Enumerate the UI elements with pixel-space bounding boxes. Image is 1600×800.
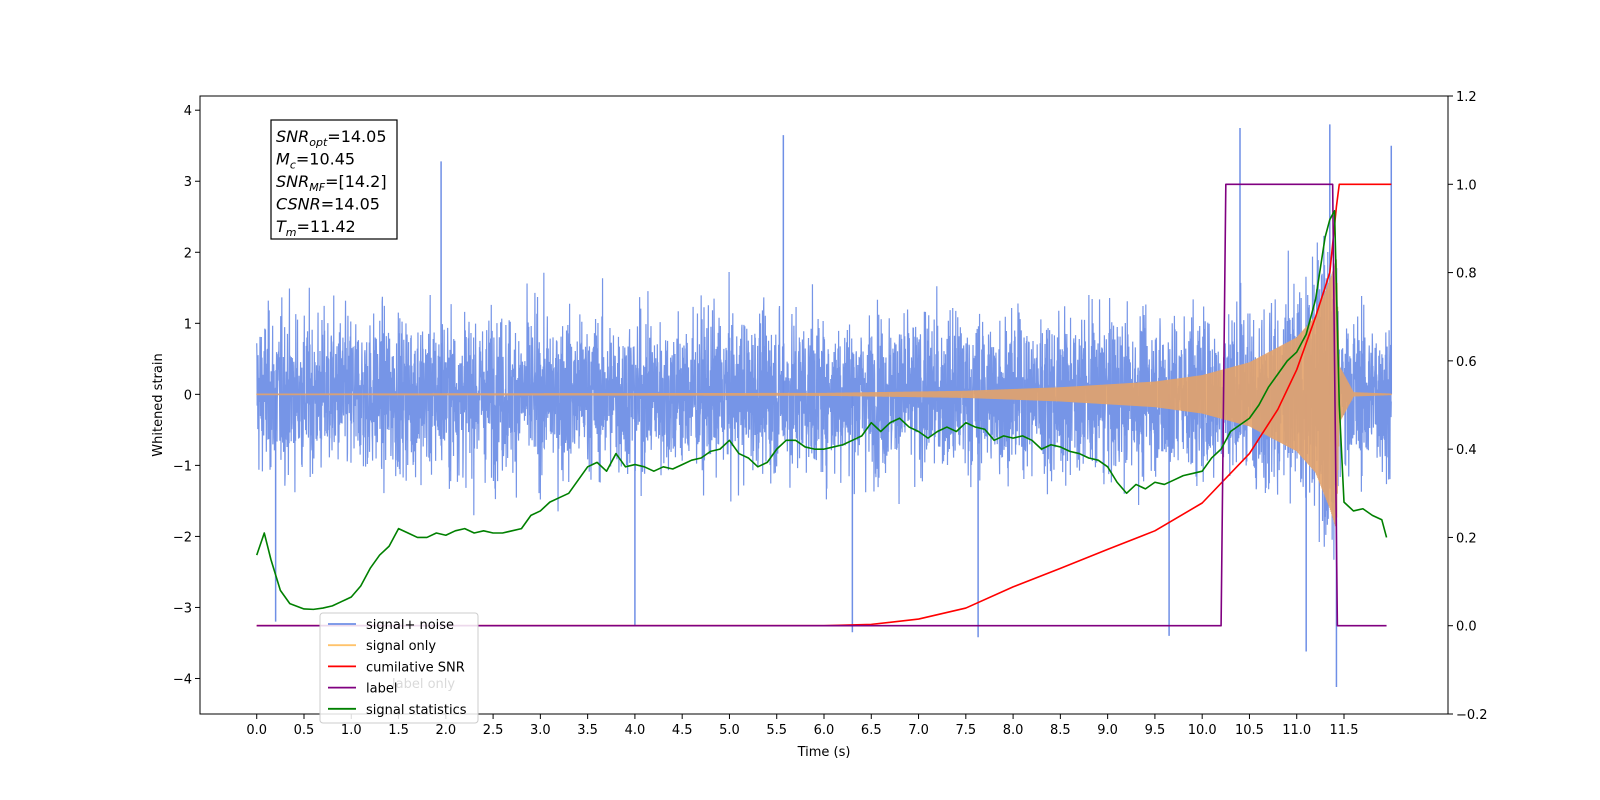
x-tick-label: 8.5 xyxy=(1050,723,1071,738)
x-tick-label: 5.0 xyxy=(719,723,740,738)
x-tick-label: 8.0 xyxy=(1003,723,1024,738)
info-box-line: CSNR=14.05 xyxy=(276,195,380,214)
legend-label: cumilative SNR xyxy=(366,660,465,675)
y2-tick-label: 0.8 xyxy=(1456,267,1477,282)
x-tick-label: 5.5 xyxy=(766,723,787,738)
y-tick-label: −1 xyxy=(173,459,192,474)
info-box-line: Mc=10.45 xyxy=(276,150,355,172)
x-tick-label: 3.0 xyxy=(530,723,551,738)
x-tick-label: 7.0 xyxy=(908,723,929,738)
x-tick-label: 0.0 xyxy=(246,723,267,738)
x-tick-label: 2.0 xyxy=(435,723,456,738)
x-tick-label: 10.0 xyxy=(1188,723,1217,738)
y-tick-label: 3 xyxy=(184,175,192,190)
y2-tick-label: 0.0 xyxy=(1456,620,1477,635)
x-tick-label: 1.5 xyxy=(388,723,409,738)
y2-tick-label: 1.2 xyxy=(1456,90,1477,105)
x-tick-label: 2.5 xyxy=(483,723,504,738)
legend-ghost-text: label only xyxy=(392,677,455,692)
y2-tick-label: 0.2 xyxy=(1456,531,1477,546)
series-layer xyxy=(255,124,1393,688)
y-axis-label: Whitened strain xyxy=(151,353,166,456)
y-tick-label: −2 xyxy=(173,530,192,545)
y-tick-label: 4 xyxy=(184,104,192,119)
info-box: SNRopt=14.05Mc=10.45SNRMF=[14.2]CSNR=14.… xyxy=(270,119,398,240)
legend-frame xyxy=(319,612,479,724)
x-tick-label: 4.0 xyxy=(625,723,646,738)
series-label-line xyxy=(256,183,1387,627)
x-tick-label: 11.0 xyxy=(1282,723,1311,738)
x-tick-label: 6.5 xyxy=(861,723,882,738)
y2-axis: −0.2 0.0 0.2 0.4 0.6 0.8 1.0 1.2 xyxy=(1448,90,1488,723)
x-axis: 0.0 0.5 1.0 1.5 2.0 2.5 3.0 3.5 4.0 4.5 5.0 5.5 6.0 6… xyxy=(246,714,1358,738)
y2-tick-label: 0.6 xyxy=(1456,355,1477,370)
series-cumulative-snr-line xyxy=(256,183,1392,627)
x-tick-label: 6.0 xyxy=(814,723,835,738)
y-tick-label: 1 xyxy=(184,317,192,332)
legend-label: signal only xyxy=(366,639,436,654)
y2-tick-label: 0.4 xyxy=(1456,443,1477,458)
y2-tick-label: −0.2 xyxy=(1456,708,1488,723)
legend-label: signal statistics xyxy=(366,703,467,718)
x-tick-label: 4.5 xyxy=(672,723,693,738)
x-tick-label: 0.5 xyxy=(294,723,315,738)
legend-label: label xyxy=(366,682,397,697)
x-tick-label: 1.0 xyxy=(341,723,362,738)
info-box-line: SNRMF=[14.2] xyxy=(276,172,387,194)
x-tick-label: 11.5 xyxy=(1330,723,1359,738)
y-tick-label: 2 xyxy=(184,246,192,261)
x-tick-label: 9.5 xyxy=(1145,723,1166,738)
y-tick-label: 0 xyxy=(184,388,192,403)
legend: label only signal+ noise signal only cumila… xyxy=(319,612,479,724)
info-box-frame xyxy=(270,119,398,240)
x-tick-label: 7.5 xyxy=(955,723,976,738)
x-axis-label: Time (s) xyxy=(797,745,851,760)
y-tick-label: −3 xyxy=(173,601,192,616)
y-tick-label: −4 xyxy=(173,672,192,687)
x-tick-label: 3.5 xyxy=(577,723,598,738)
x-tick-label: 10.5 xyxy=(1235,723,1264,738)
x-tick-label: 9.0 xyxy=(1097,723,1118,738)
plot-area xyxy=(255,124,1393,688)
info-box-line: Tm=11.42 xyxy=(276,217,356,239)
legend-label: signal+ noise xyxy=(366,618,454,633)
series-signal-statistics-line xyxy=(255,209,1388,611)
y2-tick-label: 1.0 xyxy=(1456,178,1477,193)
info-box-line: SNRopt=14.05 xyxy=(276,127,387,149)
y-axis: −4 −3 −2 −1 0 1 2 3 4 xyxy=(173,104,200,687)
series-signal-only-line xyxy=(256,259,1392,529)
